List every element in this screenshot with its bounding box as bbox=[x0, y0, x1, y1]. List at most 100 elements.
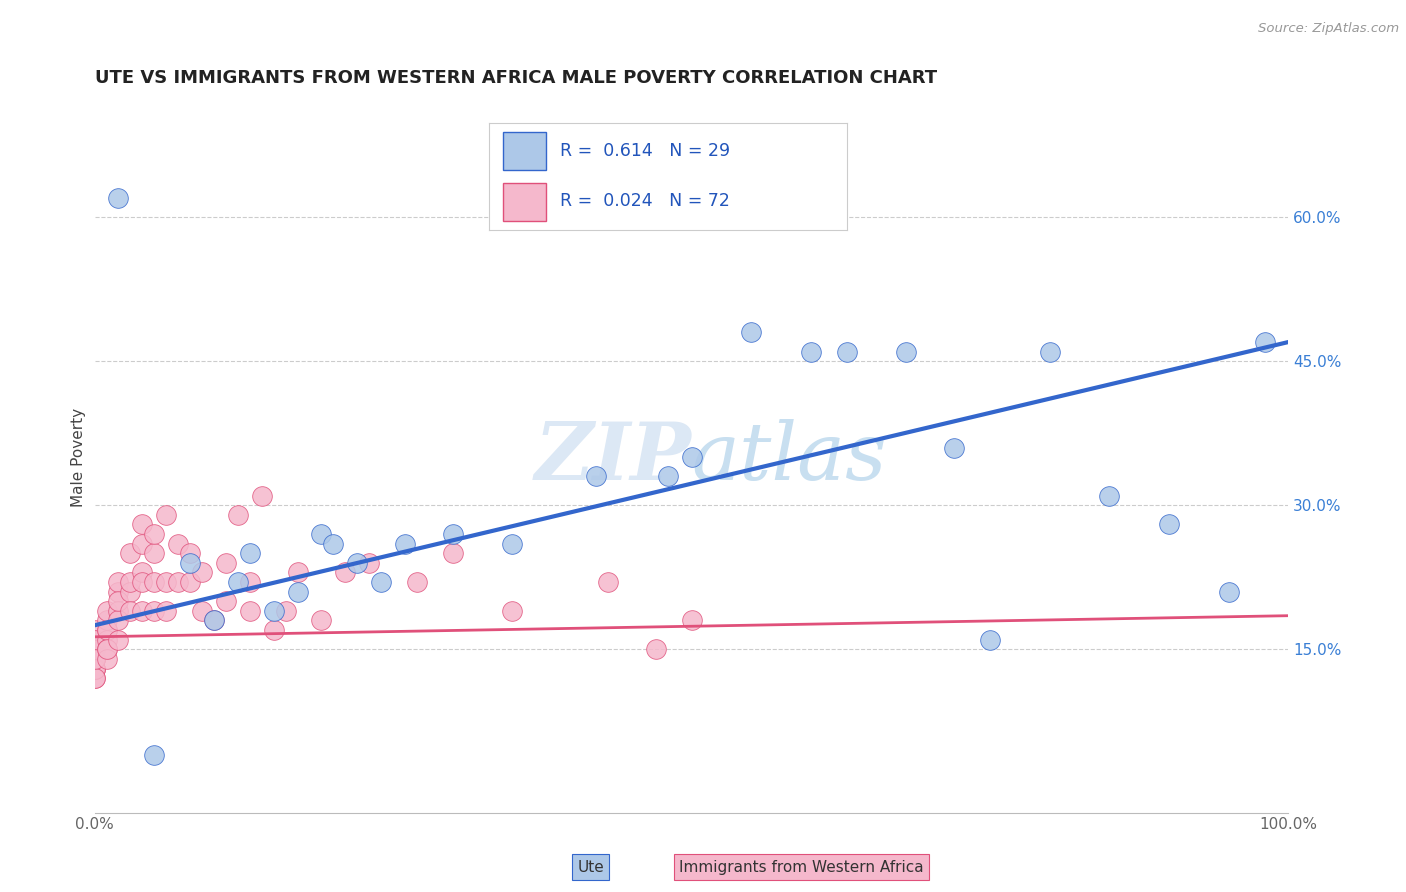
Point bbox=[107, 191, 129, 205]
Point bbox=[346, 556, 368, 570]
Point bbox=[263, 623, 285, 637]
Point bbox=[322, 536, 344, 550]
Text: Ute: Ute bbox=[576, 860, 605, 874]
Point bbox=[274, 604, 297, 618]
Point bbox=[644, 642, 666, 657]
Point bbox=[239, 546, 262, 560]
Point bbox=[83, 642, 105, 657]
Point bbox=[202, 614, 225, 628]
Point bbox=[979, 632, 1001, 647]
Point bbox=[215, 594, 238, 608]
Point bbox=[83, 671, 105, 685]
Point bbox=[250, 489, 273, 503]
Point bbox=[131, 536, 153, 550]
Point bbox=[179, 575, 201, 590]
Point bbox=[501, 604, 523, 618]
Point bbox=[107, 575, 129, 590]
Point bbox=[287, 566, 309, 580]
Point bbox=[335, 566, 357, 580]
Point bbox=[1157, 517, 1180, 532]
Point bbox=[179, 546, 201, 560]
Point bbox=[107, 632, 129, 647]
Point bbox=[155, 604, 177, 618]
Text: atlas: atlas bbox=[692, 418, 887, 496]
Point bbox=[740, 326, 762, 340]
Point bbox=[596, 575, 619, 590]
Point bbox=[143, 527, 166, 541]
Point bbox=[215, 556, 238, 570]
Point bbox=[96, 623, 118, 637]
Point bbox=[143, 575, 166, 590]
Point bbox=[96, 642, 118, 657]
Point bbox=[1253, 334, 1275, 349]
Point bbox=[896, 344, 918, 359]
Point bbox=[83, 632, 105, 647]
Point bbox=[83, 652, 105, 666]
Point bbox=[83, 642, 105, 657]
Point bbox=[155, 575, 177, 590]
Point bbox=[83, 623, 105, 637]
Point bbox=[83, 632, 105, 647]
Point bbox=[131, 575, 153, 590]
Point bbox=[943, 441, 966, 455]
Point bbox=[800, 344, 823, 359]
Point bbox=[83, 632, 105, 647]
Point bbox=[96, 632, 118, 647]
Point bbox=[143, 747, 166, 762]
Point bbox=[585, 469, 607, 483]
Point bbox=[1039, 344, 1062, 359]
Text: UTE VS IMMIGRANTS FROM WESTERN AFRICA MALE POVERTY CORRELATION CHART: UTE VS IMMIGRANTS FROM WESTERN AFRICA MA… bbox=[94, 69, 936, 87]
Point bbox=[681, 614, 703, 628]
Point bbox=[226, 575, 249, 590]
Point bbox=[441, 546, 464, 560]
Point bbox=[143, 604, 166, 618]
Point bbox=[167, 536, 190, 550]
Point bbox=[263, 604, 285, 618]
Point bbox=[681, 450, 703, 465]
Point bbox=[239, 575, 262, 590]
Point bbox=[311, 614, 333, 628]
Point bbox=[239, 604, 262, 618]
Point bbox=[287, 584, 309, 599]
Y-axis label: Male Poverty: Male Poverty bbox=[72, 408, 86, 507]
Point bbox=[83, 642, 105, 657]
Point bbox=[107, 584, 129, 599]
Point bbox=[96, 604, 118, 618]
Point bbox=[155, 508, 177, 522]
Point bbox=[226, 508, 249, 522]
Point bbox=[83, 652, 105, 666]
Text: ZIP: ZIP bbox=[534, 418, 692, 496]
Point bbox=[370, 575, 392, 590]
Point bbox=[107, 594, 129, 608]
Point bbox=[311, 527, 333, 541]
Point bbox=[120, 604, 142, 618]
Point bbox=[83, 661, 105, 675]
Point bbox=[202, 614, 225, 628]
Point bbox=[167, 575, 190, 590]
Point bbox=[107, 614, 129, 628]
Point bbox=[143, 546, 166, 560]
Point bbox=[120, 546, 142, 560]
Point bbox=[83, 671, 105, 685]
Point bbox=[83, 632, 105, 647]
Point bbox=[441, 527, 464, 541]
Point bbox=[120, 584, 142, 599]
Point bbox=[96, 623, 118, 637]
Point bbox=[120, 575, 142, 590]
Point bbox=[1098, 489, 1121, 503]
Text: Immigrants from Western Africa: Immigrants from Western Africa bbox=[679, 860, 924, 874]
Point bbox=[131, 566, 153, 580]
Point bbox=[83, 652, 105, 666]
Point bbox=[107, 604, 129, 618]
Point bbox=[191, 604, 214, 618]
Point bbox=[96, 614, 118, 628]
Point bbox=[83, 652, 105, 666]
Point bbox=[83, 661, 105, 675]
Point bbox=[96, 652, 118, 666]
Point bbox=[394, 536, 416, 550]
Text: Source: ZipAtlas.com: Source: ZipAtlas.com bbox=[1258, 22, 1399, 36]
Point bbox=[359, 556, 381, 570]
Point bbox=[179, 556, 201, 570]
Point bbox=[131, 604, 153, 618]
Point bbox=[835, 344, 858, 359]
